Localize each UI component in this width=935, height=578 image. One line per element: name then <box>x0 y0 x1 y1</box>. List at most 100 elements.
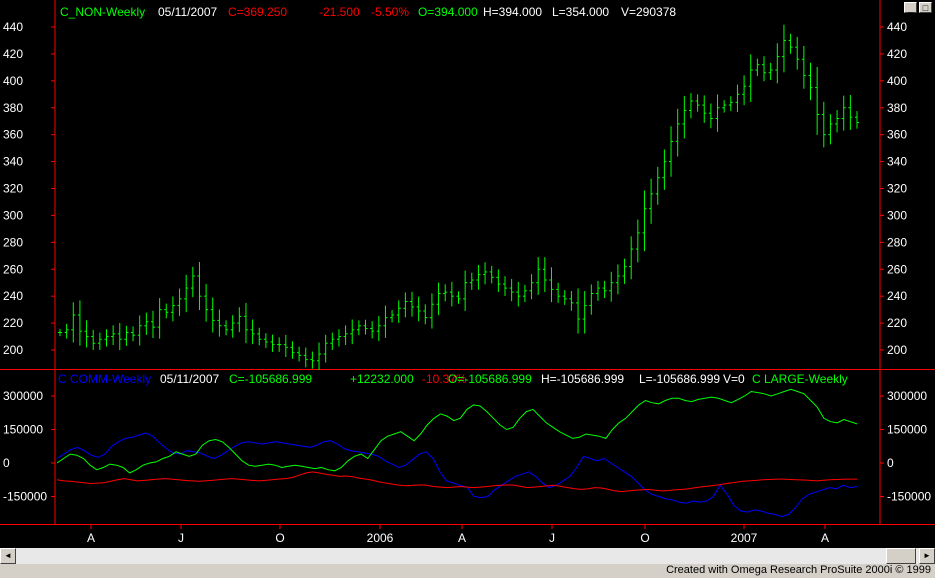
price-bar <box>755 58 760 77</box>
date-axis-label: J <box>549 531 555 545</box>
price-bar <box>476 264 481 290</box>
price-bar <box>283 334 288 357</box>
price-bar <box>237 307 242 333</box>
price-bar <box>84 320 89 348</box>
price-bar <box>775 43 780 84</box>
price-axis-label-left: 360 <box>3 128 23 142</box>
price-bar <box>443 284 448 302</box>
cot-axis-label-left: -150000 <box>3 490 47 504</box>
price-bar <box>748 54 753 102</box>
cot-axis-label-left: 300000 <box>3 389 43 403</box>
price-axis-label-left: 320 <box>3 182 23 196</box>
price-bar <box>529 274 534 300</box>
price-bar <box>675 108 680 157</box>
price-bar <box>556 282 561 303</box>
price-bar <box>602 280 607 299</box>
price-bar <box>821 101 826 148</box>
price-bar <box>310 351 315 369</box>
cot-header-pct: -10.37% <box>422 372 467 386</box>
price-bar <box>635 219 640 263</box>
price-bar <box>423 304 428 325</box>
date-axis-label: O <box>275 531 284 545</box>
price-axis-label-left: 300 <box>3 208 23 222</box>
price-bar <box>263 333 268 348</box>
price-axis-label-right: 360 <box>887 128 907 142</box>
scroll-right-arrow-icon[interactable]: ► <box>919 548 935 564</box>
status-bar: Created with Omega Research ProSuite 200… <box>0 564 935 578</box>
horizontal-scrollbar[interactable]: ◄ ► <box>0 548 935 564</box>
price-axis-label-left: 280 <box>3 235 23 249</box>
price-bar <box>350 319 355 345</box>
price-bar <box>682 95 687 139</box>
price-bar <box>642 190 647 252</box>
price-bar <box>483 262 488 285</box>
price-bar <box>410 291 415 317</box>
price-bar <box>416 296 421 322</box>
price-bar <box>396 300 401 323</box>
minimize-button[interactable]: _ <box>904 2 917 13</box>
price-header-date: 05/11/2007 <box>158 5 217 19</box>
price-bar <box>855 111 859 129</box>
cot-header-symbol: C COMM-Weekly <box>58 372 151 386</box>
price-bar <box>190 266 195 298</box>
price-axis-label-right: 240 <box>887 289 907 303</box>
chart-window[interactable]: 440 440 420 420 400 400 380 380 360 360 340 340 320 3… <box>0 0 935 549</box>
price-bar <box>297 346 302 362</box>
price-axis-label-right: 440 <box>887 20 907 34</box>
price-axis-label-right: 220 <box>887 316 907 330</box>
cot-series-line-blue <box>56 432 858 518</box>
date-axis-label: O <box>640 531 649 545</box>
date-axis-label: A <box>458 531 466 545</box>
price-bar <box>210 297 215 333</box>
price-bar <box>502 276 507 296</box>
cot-axis-label-right: -150000 <box>887 490 931 504</box>
price-header-close: C=369.250 <box>228 5 287 19</box>
price-bar <box>117 322 122 351</box>
price-bar <box>808 62 813 101</box>
scroll-left-arrow-icon[interactable]: ◄ <box>0 548 16 564</box>
price-header-open: O=394.000 <box>418 5 478 19</box>
price-bar <box>801 45 806 89</box>
price-header-pct: -5.50% <box>371 5 409 19</box>
price-axis-label-right: 200 <box>887 343 907 357</box>
price-bar <box>317 342 322 370</box>
price-bar <box>131 326 136 342</box>
scroll-track[interactable] <box>16 548 919 564</box>
price-bar <box>456 291 461 304</box>
price-bar <box>144 312 149 335</box>
cot-header-change: +12232.000 <box>350 372 414 386</box>
price-bar <box>615 264 620 295</box>
price-axis-label-left: 420 <box>3 47 23 61</box>
price-axis-label-left: 220 <box>3 316 23 330</box>
price-bar <box>463 270 468 311</box>
price-bar <box>509 279 514 302</box>
scroll-thumb[interactable] <box>886 548 916 564</box>
price-bar <box>828 114 833 145</box>
price-axis-label-left: 260 <box>3 262 23 276</box>
price-bar <box>323 334 328 363</box>
price-bar <box>562 290 567 305</box>
cot-indicator-panel[interactable]: 300000 300000 150000 150000 0 0 -150000 -150000… <box>0 370 935 525</box>
price-axis-label-left: 380 <box>3 101 23 115</box>
price-bar <box>622 258 627 284</box>
price-bar <box>336 329 341 347</box>
price-bar <box>370 321 375 339</box>
date-axis-label: 2006 <box>367 531 394 545</box>
price-bar <box>768 62 773 81</box>
price-bar <box>496 269 501 292</box>
price-bar <box>91 329 96 350</box>
price-panel[interactable]: 440 440 420 420 400 400 380 380 360 360 340 340 320 3… <box>0 0 935 370</box>
price-bar <box>576 288 581 334</box>
price-bar <box>795 36 800 70</box>
price-bar <box>629 236 634 280</box>
cot-header-low: L=-105686.999 <box>639 372 720 386</box>
price-bar <box>848 95 853 130</box>
maximize-button[interactable]: □ <box>919 2 932 13</box>
price-bar <box>589 284 594 315</box>
price-bar <box>536 257 541 295</box>
cot-header-second: C LARGE-Weekly <box>752 372 848 386</box>
price-bar <box>383 305 388 338</box>
price-bar <box>403 292 408 318</box>
price-bar <box>224 320 229 336</box>
price-bar <box>376 316 381 341</box>
